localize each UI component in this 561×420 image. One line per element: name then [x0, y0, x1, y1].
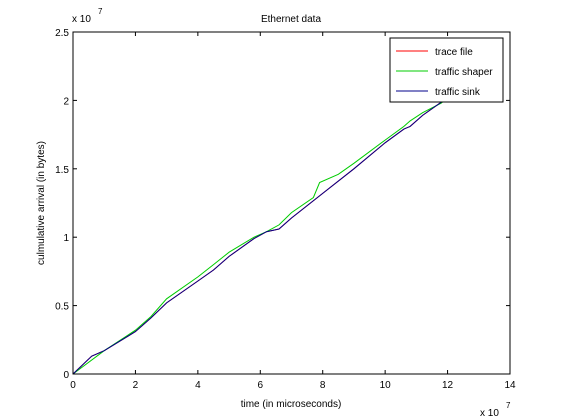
x-tick-label: 12: [442, 380, 454, 391]
x-tick-label: 8: [320, 380, 326, 391]
chart-title: Ethernet data: [261, 14, 321, 25]
legend-label-traffic-shaper: traffic shaper: [435, 67, 493, 78]
y-axis-label: culmulative arrival (in bytes): [36, 141, 47, 265]
x-axis-multiplier: x 10: [480, 408, 499, 419]
y-axis-multiplier-exponent: 7: [98, 7, 103, 16]
legend-label-trace-file: trace file: [435, 47, 473, 58]
legend: trace file traffic shaper traffic sink: [389, 37, 504, 103]
x-axis-label: time (in microseconds): [241, 399, 342, 410]
x-tick-label: 6: [258, 380, 264, 391]
y-tick-label: 2.5: [55, 28, 69, 39]
legend-label-traffic-sink: traffic sink: [435, 87, 481, 98]
series-layer: [72, 97, 448, 375]
x-tick-label: 14: [504, 380, 516, 391]
series-line-traffic-sink: [72, 97, 448, 375]
tick-layer: 0 2 4 6 8 10 12 14 0 0.5 1 1.5 2 2.5: [55, 28, 516, 391]
x-tick-label: 10: [380, 380, 392, 391]
y-tick-label: 0.5: [55, 302, 69, 313]
y-tick-label: 2: [63, 96, 69, 107]
x-tick-label: 4: [195, 380, 201, 391]
series-line-traffic-shaper: [72, 97, 448, 375]
y-tick-label: 1.5: [55, 165, 69, 176]
y-tick-label: 0: [63, 370, 69, 381]
x-axis-multiplier-exponent: 7: [506, 401, 511, 410]
x-tick-label: 2: [133, 380, 139, 391]
y-axis-multiplier: x 10: [72, 14, 91, 25]
y-tick-label: 1: [63, 233, 69, 244]
x-tick-label: 0: [70, 380, 76, 391]
